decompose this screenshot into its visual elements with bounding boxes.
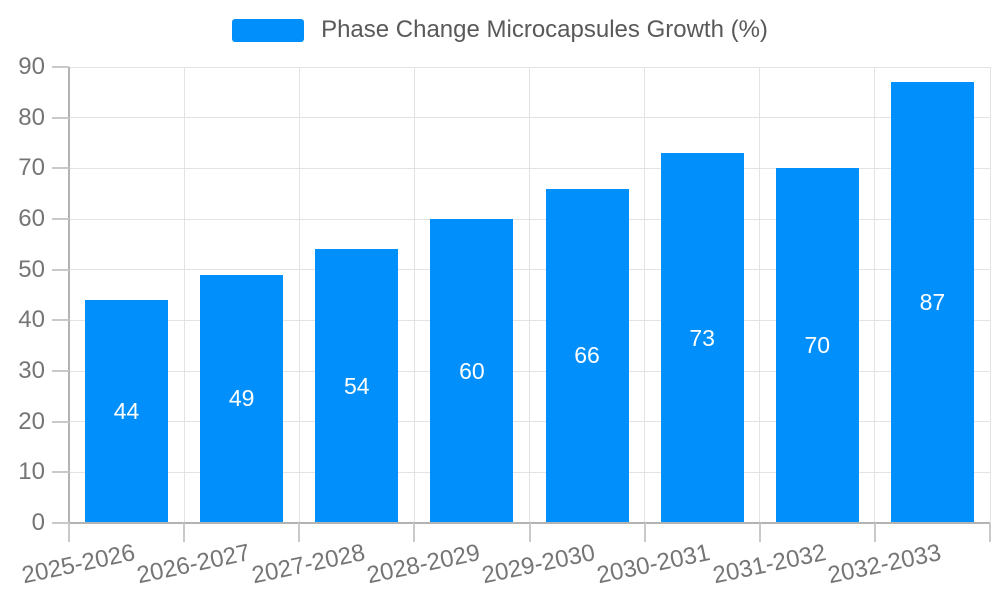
gridline-vertical [183, 67, 185, 523]
x-tick-mark [413, 523, 416, 542]
chart-bar[interactable]: 87 [890, 82, 974, 523]
x-axis-label: 2032-2033 [825, 539, 944, 590]
y-tick-mark [52, 66, 69, 68]
x-axis-label: 2027-2028 [249, 539, 368, 590]
x-tick-mark [989, 523, 991, 542]
chart-bar[interactable]: 70 [775, 168, 859, 523]
gridline-vertical [529, 67, 530, 523]
y-tick-mark [52, 268, 69, 271]
x-axis-label: 2029-2030 [479, 539, 598, 590]
chart-bar[interactable]: 73 [660, 153, 744, 523]
x-axis-label: 2025-2026 [19, 539, 138, 590]
gridline-vertical [759, 67, 761, 523]
y-tick-mark [52, 370, 69, 372]
gridline-vertical [298, 67, 300, 523]
y-tick-label: 40 [18, 306, 45, 334]
gridline-vertical [644, 67, 646, 523]
plot-area: 44 49 54 60 66 73 70 87 [69, 66, 991, 523]
bar-value-label: 70 [804, 332, 831, 359]
chart-bar[interactable]: 60 [430, 219, 514, 523]
y-tick-mark [52, 522, 69, 524]
bar-value-label: 66 [574, 342, 600, 369]
x-tick-mark [528, 523, 531, 542]
y-tick-mark [52, 471, 69, 474]
chart-bar[interactable]: 49 [200, 274, 284, 523]
x-tick-mark [68, 523, 70, 542]
bar-value-label: 49 [228, 385, 255, 412]
x-tick-mark [183, 523, 186, 542]
y-tick-label: 50 [18, 255, 45, 283]
y-tick-label: 70 [18, 154, 45, 182]
x-tick-mark [298, 523, 301, 542]
y-tick-mark [52, 319, 69, 322]
y-tick-label: 10 [18, 458, 45, 486]
gridline-vertical [989, 67, 991, 523]
y-tick-mark [52, 167, 69, 170]
x-axis-label: 2028-2029 [364, 539, 483, 590]
y-tick-mark [52, 116, 69, 119]
legend-swatch [232, 18, 305, 42]
x-axis-label: 2031-2032 [710, 539, 828, 590]
y-tick-label: 20 [18, 407, 45, 435]
y-tick-mark [52, 420, 69, 423]
x-tick-mark [873, 523, 876, 542]
y-tick-label: 90 [18, 53, 45, 80]
y-tick-mark [52, 218, 69, 220]
bar-value-label: 54 [344, 372, 370, 399]
legend[interactable]: Phase Change Microcapsules Growth (%) [0, 16, 1000, 44]
y-tick-label: 80 [18, 103, 45, 131]
x-tick-mark [758, 523, 761, 542]
y-tick-label: 60 [18, 205, 45, 232]
chart-bar[interactable]: 44 [85, 300, 169, 523]
legend-label: Phase Change Microcapsules Growth (%) [321, 16, 768, 43]
x-axis-label: 2030-2031 [594, 539, 713, 590]
bar-value-label: 60 [459, 357, 485, 384]
y-tick-label: 0 [31, 509, 45, 536]
gridline-vertical [413, 67, 415, 523]
y-axis-line [68, 67, 70, 523]
bar-value-label: 87 [919, 289, 946, 316]
chart-bar[interactable]: 66 [545, 188, 629, 523]
bar-value-label: 44 [113, 398, 140, 425]
x-axis-label: 2026-2027 [134, 539, 253, 590]
gridline-vertical [874, 67, 876, 523]
bar-value-label: 73 [689, 324, 715, 351]
y-tick-label: 30 [18, 357, 45, 384]
x-tick-mark [643, 523, 646, 542]
chart-bar[interactable]: 54 [315, 249, 399, 523]
